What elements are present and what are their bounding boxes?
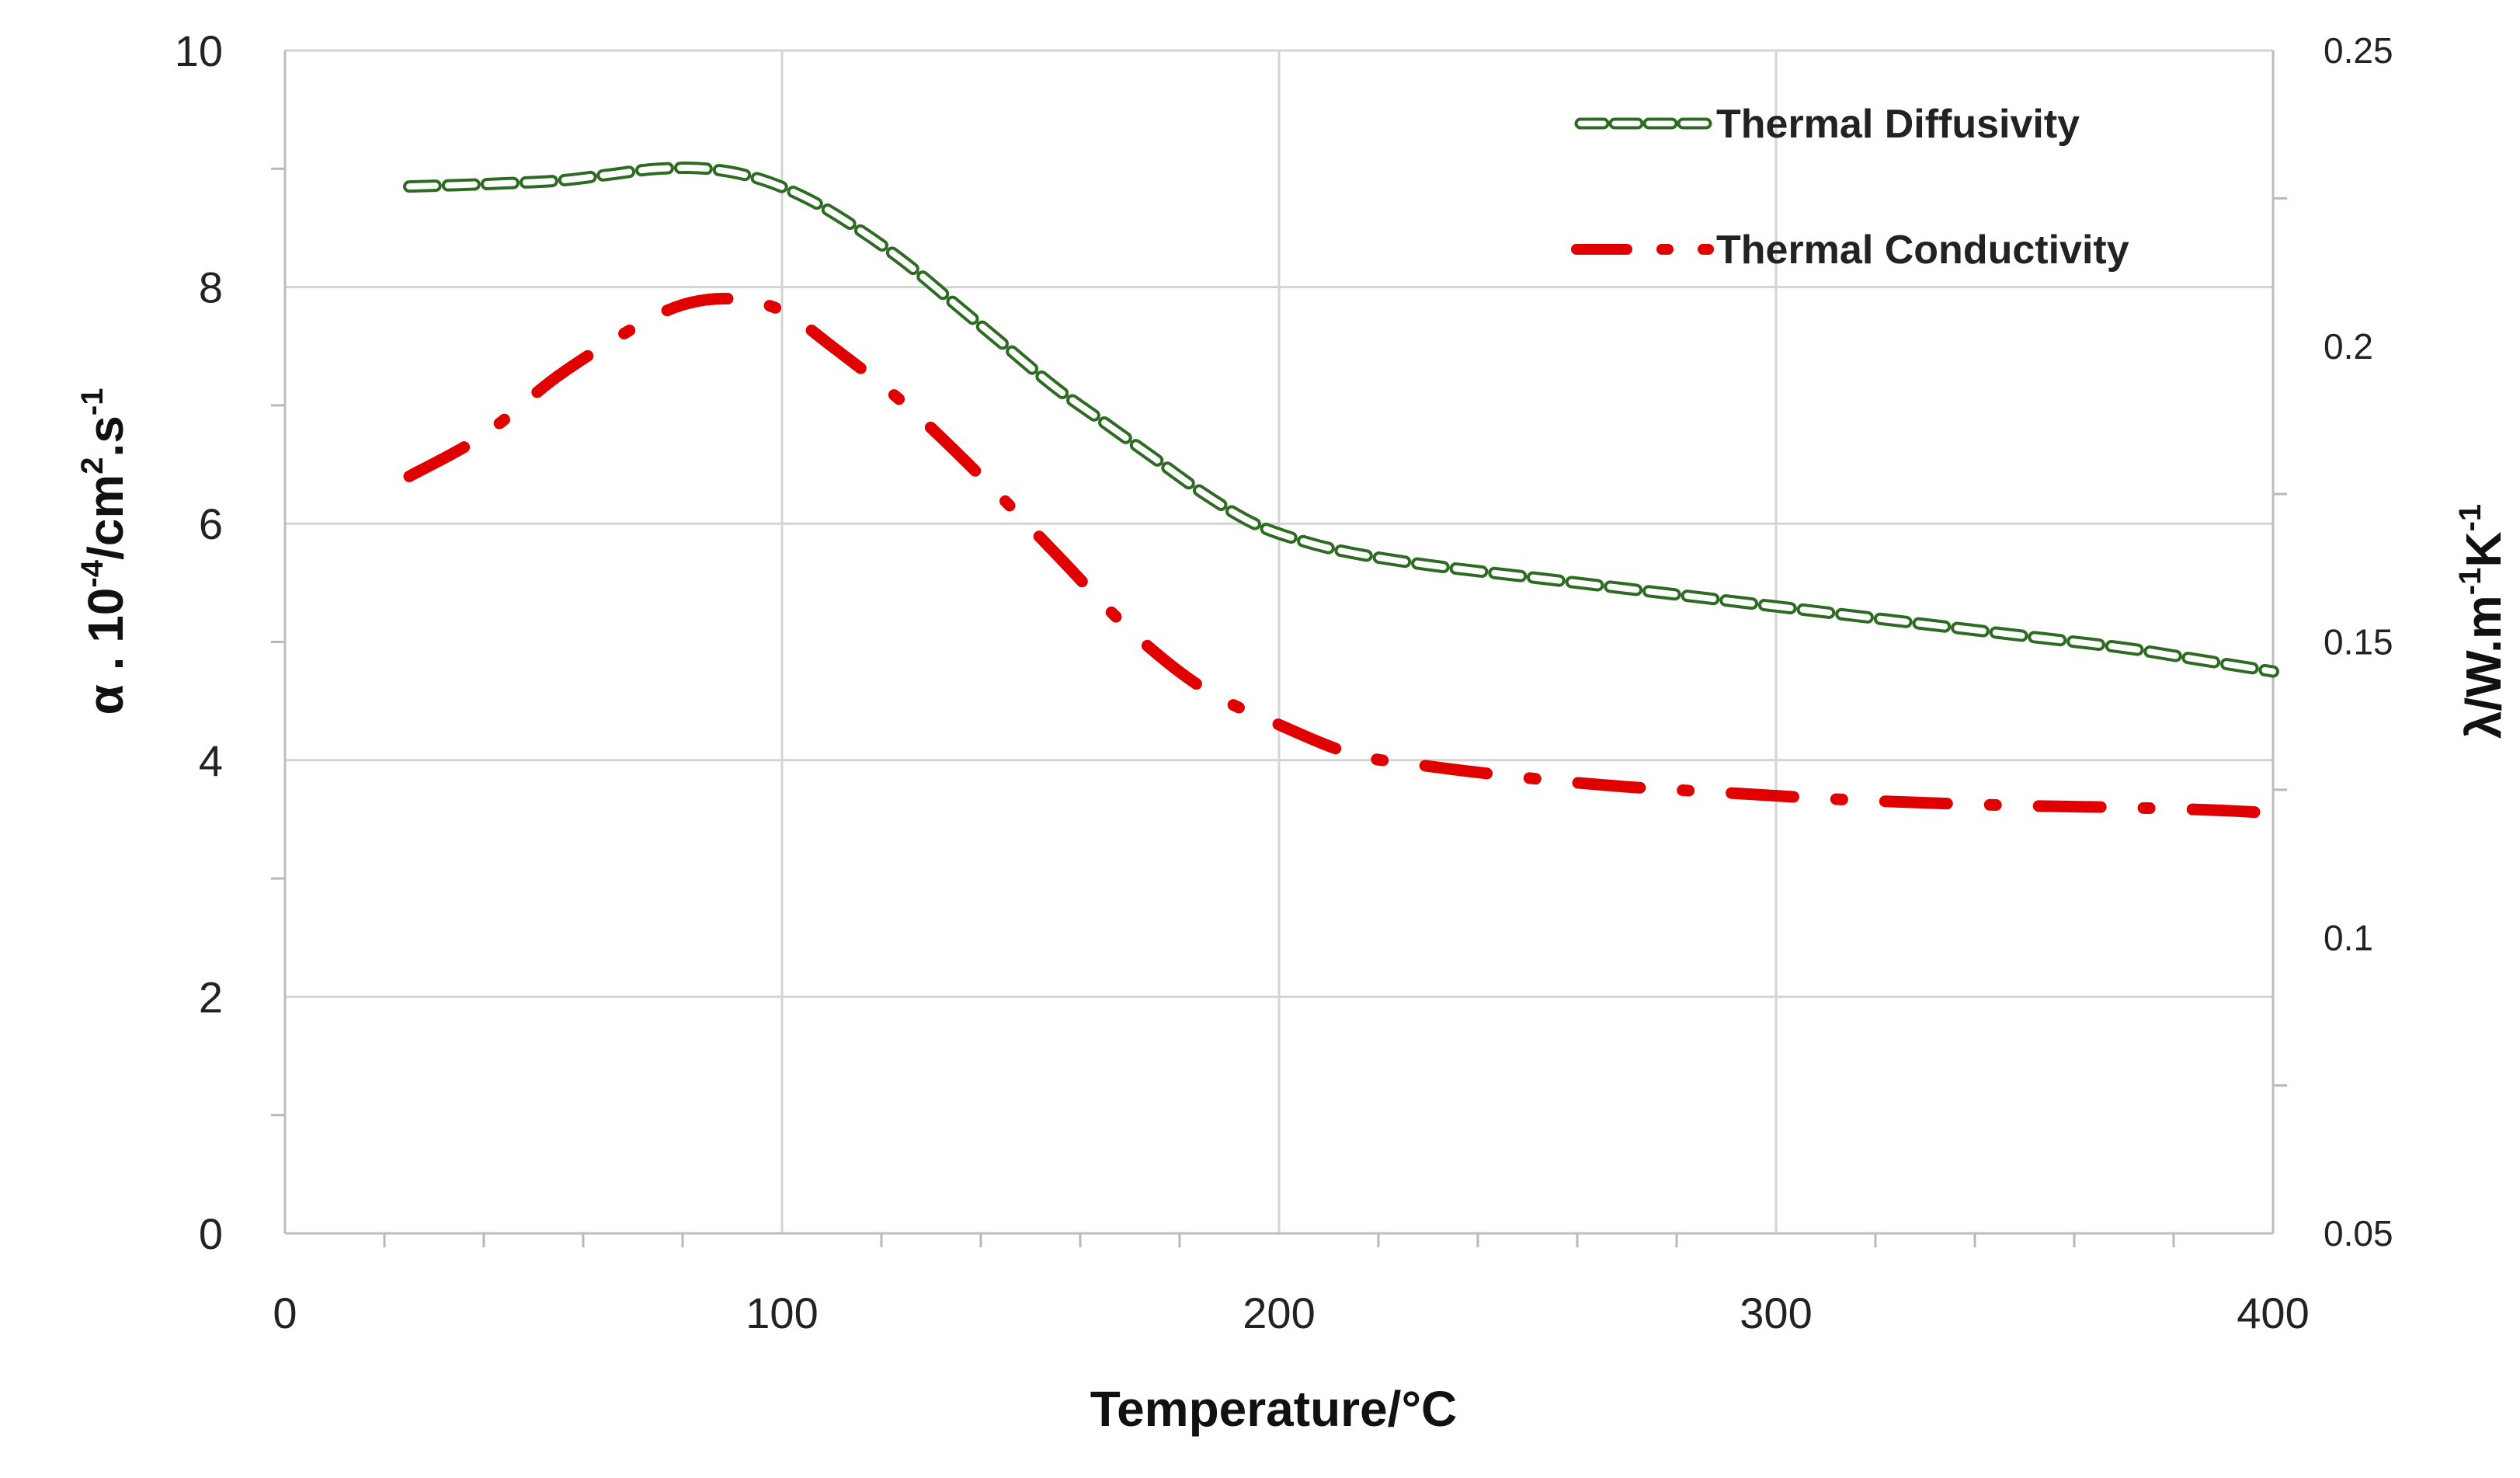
x-tick-label: 200 [1243, 1288, 1315, 1337]
x-tick-label: 0 [273, 1288, 297, 1337]
y-left-tick-labels: 0 2 4 6 8 10 [175, 26, 223, 1258]
axes [283, 50, 2275, 1235]
x-tick-label: 300 [1740, 1288, 1812, 1337]
y-right-tick-labels: 0.05 0.1 0.15 0.2 0.25 [2324, 30, 2393, 1254]
y-left-tick-label: 2 [199, 972, 223, 1021]
y-right-title-mid: K [2456, 531, 2511, 567]
y-left-tick-label: 10 [175, 26, 223, 75]
legend-item-conductivity: Thermal Conductivity [1571, 228, 2129, 273]
x-tick-label: 400 [2237, 1288, 2309, 1337]
y-right-axis-title: λ/W.m-1K-1 [2453, 504, 2511, 739]
y-right-tick-label: 0.25 [2324, 30, 2393, 71]
legend-label-conductivity: Thermal Conductivity [1716, 228, 2129, 273]
y-right-tick-label: 0.1 [2324, 917, 2373, 958]
legend: Thermal Diffusivity Thermal Conductivity [1571, 102, 2129, 273]
y-left-title-main: α . 10 [78, 588, 134, 715]
x-tick-label: 100 [746, 1288, 818, 1337]
series-diffusivity-line-hollow [406, 165, 2276, 675]
x-tick-labels: 0 100 200 300 400 [273, 1288, 2309, 1337]
x-axis-title: Temperature/°C [1090, 1381, 1458, 1437]
y-left-title-exp1: -4 [75, 559, 109, 587]
y-right-tick-label: 0.05 [2324, 1213, 2393, 1254]
y-left-tick-label: 0 [199, 1209, 223, 1258]
y-left-tick-label: 8 [199, 263, 223, 312]
series-group [403, 162, 2279, 819]
legend-label-diffusivity: Thermal Diffusivity [1716, 102, 2080, 147]
y-left-title-exp3: -1 [75, 388, 109, 416]
y-right-title-exp1: -1 [2453, 568, 2487, 596]
y-left-tick-label: 6 [199, 499, 223, 548]
y-right-tick-label: 0.2 [2324, 326, 2373, 367]
y-right-title-main: λ/W.m [2456, 595, 2511, 739]
minor-ticks [271, 167, 2287, 1247]
legend-item-diffusivity: Thermal Diffusivity [1574, 102, 2080, 147]
y-right-tick-label: 0.15 [2324, 622, 2393, 662]
y-left-title-exp2: 2 [75, 457, 109, 474]
y-right-title-exp2: -1 [2453, 504, 2487, 532]
series-conductivity-line [403, 293, 2279, 819]
y-left-title-mid: /cm [78, 475, 134, 560]
y-left-axis-title: α . 10-4/cm2.s-1 [75, 388, 134, 715]
y-left-tick-label: 4 [199, 736, 223, 785]
y-left-title-tail: .s [78, 416, 134, 457]
